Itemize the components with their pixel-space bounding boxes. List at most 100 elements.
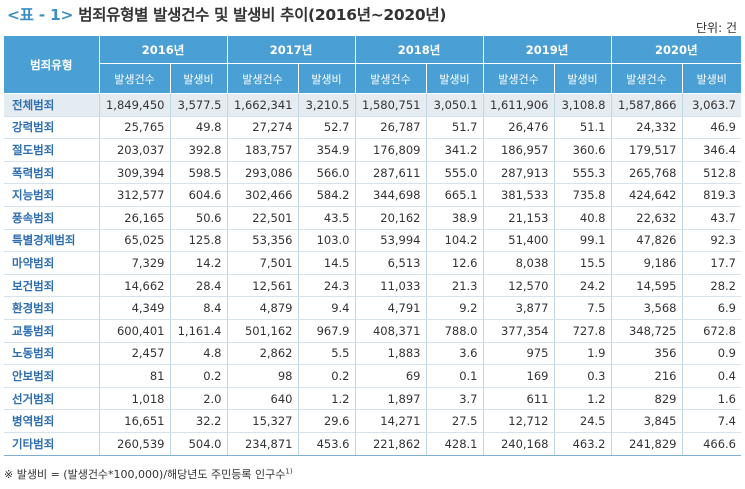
count-cell: 176,809 — [355, 138, 427, 162]
table-title: <표 - 1> 범죄유형별 발생건수 및 발생비 추이(2016년~2020년) — [7, 3, 446, 25]
row-label: 전체범죄 — [4, 93, 100, 117]
count-cell: 47,826 — [611, 229, 683, 253]
count-cell: 3,845 — [611, 409, 683, 433]
rate-cell: 9.4 — [298, 296, 356, 320]
year-header: 2020년 — [611, 36, 741, 64]
rate-cell: 7.4 — [682, 409, 741, 433]
rate-cell: 40.8 — [554, 206, 612, 230]
row-label: 환경범죄 — [4, 296, 100, 320]
table-row: 보건범죄 14,662 28.4 12,561 24.3 11,033 21.3 12,570… — [4, 274, 741, 298]
rate-cell: 9.2 — [426, 296, 484, 320]
count-cell: 186,957 — [483, 138, 555, 162]
count-cell: 12,712 — [483, 409, 555, 433]
rate-cell: 3,063.7 — [682, 93, 741, 117]
count-cell: 26,165 — [99, 206, 171, 230]
count-cell: 14,271 — [355, 409, 427, 433]
table-row: 절도범죄 203,037 392.8 183,757 354.9 176,809 341.2… — [4, 138, 741, 162]
table-title-text: 범죄유형별 발생건수 및 발생비 추이(2016년~2020년) — [78, 6, 447, 24]
rate-cell: 50.6 — [170, 206, 228, 230]
table-row: 기타범죄 260,539 504.0 234,871 453.6 221,862 428.1… — [4, 432, 741, 456]
count-cell: 7,329 — [99, 251, 171, 275]
rate-cell: 7.5 — [554, 296, 612, 320]
count-cell: 27,274 — [227, 116, 299, 140]
rate-cell: 727.8 — [554, 319, 612, 343]
count-cell: 65,025 — [99, 229, 171, 253]
count-cell: 408,371 — [355, 319, 427, 343]
rate-cell: 28.2 — [682, 274, 741, 298]
rate-cell: 92.3 — [682, 229, 741, 253]
count-cell: 179,517 — [611, 138, 683, 162]
count-cell: 4,879 — [227, 296, 299, 320]
rate-cell: 4.8 — [170, 342, 228, 366]
count-cell: 21,153 — [483, 206, 555, 230]
rate-cell: 1.2 — [554, 387, 612, 411]
count-cell: 81 — [99, 364, 171, 388]
year-header: 2017년 — [227, 36, 356, 64]
count-header: 발생건수 — [227, 63, 299, 94]
rate-cell: 598.5 — [170, 161, 228, 185]
rate-cell: 3,108.8 — [554, 93, 612, 117]
count-cell: 1,897 — [355, 387, 427, 411]
table-row: 전체범죄 1,849,450 3,577.5 1,662,341 3,210.5 1,58… — [4, 93, 741, 117]
rate-cell: 3,577.5 — [170, 93, 228, 117]
unit-label: 단위: 건 — [696, 21, 737, 35]
row-label: 강력범죄 — [4, 116, 100, 140]
count-cell: 53,994 — [355, 229, 427, 253]
rate-cell: 360.6 — [554, 138, 612, 162]
table-row: 풍속범죄 26,165 50.6 22,501 43.5 20,162 38.9 21,153… — [4, 206, 741, 230]
rate-cell: 566.0 — [298, 161, 356, 185]
year-header: 2018년 — [355, 36, 484, 64]
count-cell: 1,883 — [355, 342, 427, 366]
rate-cell: 28.4 — [170, 274, 228, 298]
count-cell: 309,394 — [99, 161, 171, 185]
count-cell: 240,168 — [483, 432, 555, 456]
table-row: 병역범죄 16,651 32.2 15,327 29.6 14,271 27.5 12,712… — [4, 409, 741, 433]
count-header: 발생건수 — [483, 63, 555, 94]
table-number: <표 - 1> — [7, 6, 74, 24]
count-cell: 216 — [611, 364, 683, 388]
rate-cell: 125.8 — [170, 229, 228, 253]
count-cell: 1,018 — [99, 387, 171, 411]
footnote-superscript: 1) — [285, 467, 293, 476]
footnote: ※ 발생비 = (발생건수*100,000)/해당년도 주민등록 인구수1) — [4, 466, 293, 482]
rate-cell: 46.9 — [682, 116, 741, 140]
rate-cell: 38.9 — [426, 206, 484, 230]
rate-cell: 51.7 — [426, 116, 484, 140]
count-cell: 1,587,866 — [611, 93, 683, 117]
count-cell: 424,642 — [611, 183, 683, 207]
rate-cell: 6.9 — [682, 296, 741, 320]
table-row: 노동범죄 2,457 4.8 2,862 5.5 1,883 3.6 975 1.9 356 0.9 — [4, 342, 741, 366]
rate-cell: 1.6 — [682, 387, 741, 411]
rate-cell: 819.3 — [682, 183, 741, 207]
rate-cell: 1.2 — [298, 387, 356, 411]
rate-cell: 12.6 — [426, 251, 484, 275]
rate-cell: 453.6 — [298, 432, 356, 456]
table-row: 환경범죄 4,349 8.4 4,879 9.4 4,791 9.2 3,877 7.5 3,56… — [4, 296, 741, 320]
count-cell: 20,162 — [355, 206, 427, 230]
count-cell: 14,595 — [611, 274, 683, 298]
row-label: 풍속범죄 — [4, 206, 100, 230]
rate-cell: 103.0 — [298, 229, 356, 253]
count-cell: 234,871 — [227, 432, 299, 456]
count-cell: 7,501 — [227, 251, 299, 275]
count-cell: 8,038 — [483, 251, 555, 275]
count-cell: 183,757 — [227, 138, 299, 162]
count-cell: 11,033 — [355, 274, 427, 298]
sub-header-row: 발생건수 발생비 발생건수 발생비 발생건수 발생비 발생건수 발생비 발생건수 발생비 — [4, 63, 741, 94]
table-row: 지능범죄 312,577 604.6 302,466 584.2 344,698 665.1… — [4, 183, 741, 207]
count-cell: 381,533 — [483, 183, 555, 207]
count-cell: 260,539 — [99, 432, 171, 456]
table-row: 강력범죄 25,765 49.8 27,274 52.7 26,787 51.7 26,476… — [4, 116, 741, 140]
rate-cell: 354.9 — [298, 138, 356, 162]
rate-cell: 0.3 — [554, 364, 612, 388]
rate-cell: 0.9 — [682, 342, 741, 366]
row-label: 기타범죄 — [4, 432, 100, 456]
rate-cell: 0.1 — [426, 364, 484, 388]
rate-cell: 604.6 — [170, 183, 228, 207]
rate-cell: 3,210.5 — [298, 93, 356, 117]
count-cell: 377,354 — [483, 319, 555, 343]
rate-cell: 584.2 — [298, 183, 356, 207]
count-header: 발생건수 — [611, 63, 683, 94]
rate-cell: 504.0 — [170, 432, 228, 456]
rate-cell: 3,050.1 — [426, 93, 484, 117]
